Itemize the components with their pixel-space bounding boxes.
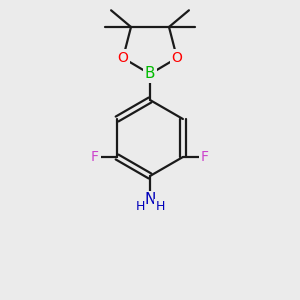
Text: H: H xyxy=(155,200,165,214)
Text: F: F xyxy=(91,150,99,164)
Text: B: B xyxy=(145,67,155,82)
Text: N: N xyxy=(144,193,156,208)
Text: O: O xyxy=(172,51,182,65)
Text: F: F xyxy=(201,150,209,164)
Text: O: O xyxy=(118,51,128,65)
Text: H: H xyxy=(135,200,145,214)
